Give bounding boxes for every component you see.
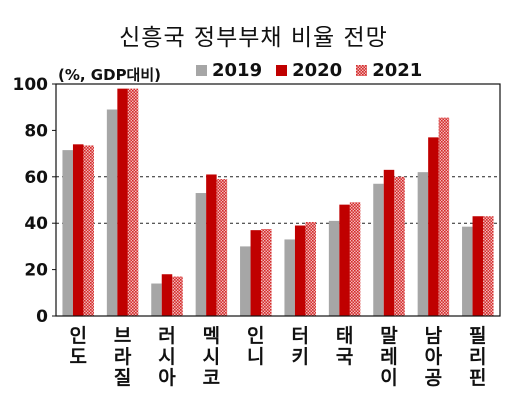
bar-2020-1 xyxy=(117,88,128,316)
legend-label-2021: 2021 xyxy=(372,60,423,81)
legend-swatch-2019 xyxy=(196,65,207,76)
bar-2021-0 xyxy=(83,145,94,316)
bar-2019-5 xyxy=(284,239,295,316)
y-tick-label-40: 40 xyxy=(24,214,48,234)
legend-item-2020: 2020 xyxy=(276,60,342,81)
bar-2019-0 xyxy=(62,150,73,316)
bar-2020-4 xyxy=(250,230,262,316)
legend-label-2019: 2019 xyxy=(212,60,263,81)
plot-frame xyxy=(55,83,501,317)
bar-2019-1 xyxy=(106,109,118,317)
bar-2019-6 xyxy=(328,220,340,316)
bar-2021-8 xyxy=(438,117,450,316)
bar-2019-7 xyxy=(373,183,384,316)
y-tick-label-80: 80 xyxy=(24,121,48,141)
legend-label-2020: 2020 xyxy=(292,60,343,81)
bar-2020-7 xyxy=(383,169,395,316)
bar-2021-9 xyxy=(483,216,494,316)
bar-2020-6 xyxy=(339,204,350,316)
legend-swatch-2020 xyxy=(276,65,288,76)
bar-2020-5 xyxy=(294,225,306,316)
bar-2019-8 xyxy=(417,172,429,316)
bar-2021-2 xyxy=(172,276,183,316)
bar-2019-4 xyxy=(240,246,251,316)
y-tick-label-20: 20 xyxy=(24,261,48,281)
bar-2020-9 xyxy=(472,216,484,316)
bar-2021-5 xyxy=(305,222,316,316)
bar-2019-3 xyxy=(195,193,207,316)
bar-2020-8 xyxy=(428,137,439,316)
legend-swatch-2021 xyxy=(356,65,368,76)
bar-2021-4 xyxy=(261,229,272,316)
legend: 2019 2020 2021 xyxy=(196,60,436,81)
bar-2020-3 xyxy=(206,174,217,316)
chart-title: 신흥국 정부부채 비율 전망 xyxy=(119,25,388,51)
bar-2019-2 xyxy=(151,283,162,316)
y-tick-label-0: 0 xyxy=(36,307,48,327)
y-tick-label-100: 100 xyxy=(13,75,49,95)
bar-2021-1 xyxy=(127,88,139,316)
bar-2021-7 xyxy=(394,176,405,316)
y-tick-label-60: 60 xyxy=(24,168,48,188)
bar-2021-3 xyxy=(216,179,228,316)
bar-2020-2 xyxy=(161,274,173,316)
bar-2020-0 xyxy=(72,144,84,316)
unit-label: (%, GDP대비) xyxy=(58,66,162,84)
bar-2019-9 xyxy=(462,226,473,316)
bar-2021-6 xyxy=(349,202,361,316)
legend-item-2019: 2019 xyxy=(196,60,262,81)
legend-item-2021: 2021 xyxy=(356,60,422,81)
